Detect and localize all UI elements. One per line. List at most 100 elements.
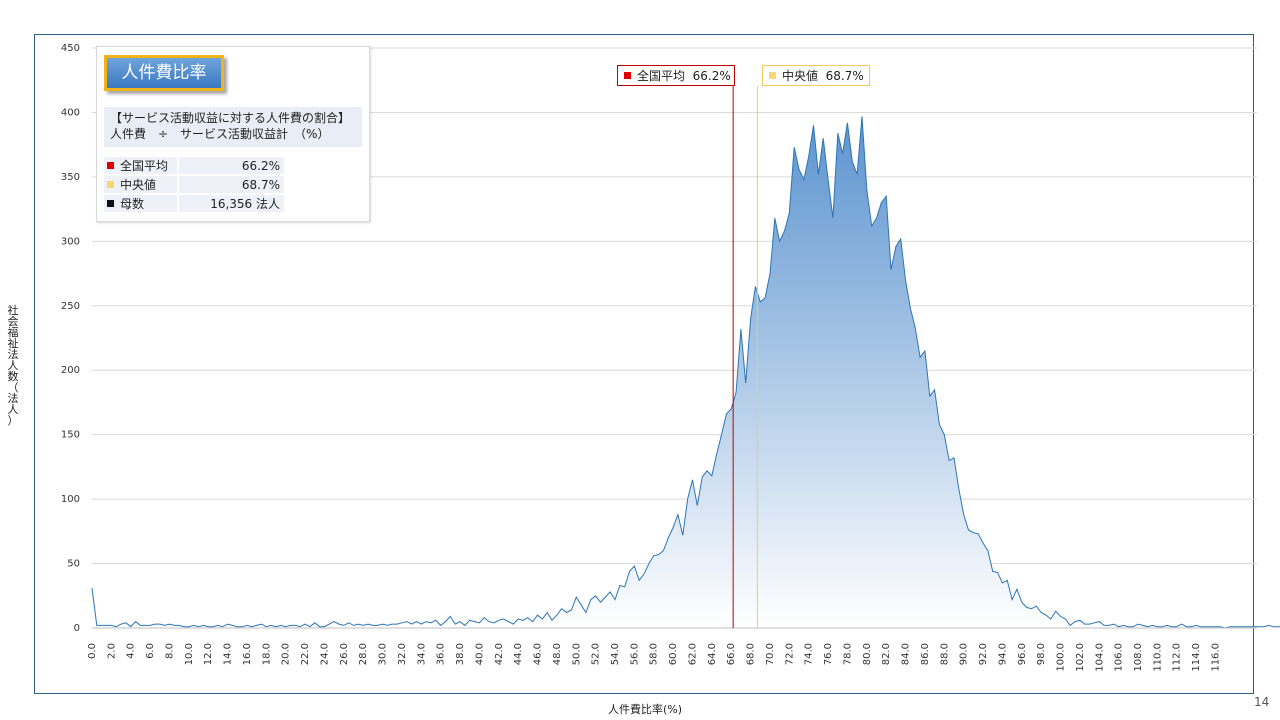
x-axis-title: 人件費比率(%) xyxy=(607,703,683,716)
x-tick-label: 106.0 xyxy=(1114,643,1125,672)
x-tick-label: 12.0 xyxy=(203,643,214,665)
x-tick-label: 80.0 xyxy=(862,643,873,665)
x-tick-label: 76.0 xyxy=(823,643,834,665)
x-tick-label: 38.0 xyxy=(455,643,466,665)
x-tick-label: 26.0 xyxy=(339,643,350,665)
x-tick-label: 84.0 xyxy=(901,643,912,665)
x-tick-label: 4.0 xyxy=(126,643,137,659)
formula-line-2: 人件費 ÷ サービス活動収益計 （%） xyxy=(110,127,330,141)
x-tick-label: 112.0 xyxy=(1172,643,1183,672)
x-tick-label: 66.0 xyxy=(726,643,737,665)
info-box: 人件費比率 【サービス活動収益に対する人件費の割合】 人件費 ÷ サービス活動収… xyxy=(96,46,370,222)
y-tick-label: 350 xyxy=(61,172,80,183)
x-tick-label: 64.0 xyxy=(707,643,718,665)
x-tick-label: 60.0 xyxy=(668,643,679,665)
x-tick-label: 94.0 xyxy=(997,643,1008,665)
formula-line-1: 【サービス活動収益に対する人件費の割合】 xyxy=(110,111,351,125)
x-tick-label: 102.0 xyxy=(1075,643,1086,672)
x-tick-label: 110.0 xyxy=(1152,643,1163,672)
x-tick-label: 34.0 xyxy=(416,643,427,665)
stat-row-median: 中央値 68.7% xyxy=(104,176,284,194)
stat-value-count: 16,356 法人 xyxy=(179,195,284,212)
x-tick-label: 16.0 xyxy=(242,643,253,665)
x-tick-label: 50.0 xyxy=(571,643,582,665)
x-tick-label: 92.0 xyxy=(978,643,989,665)
x-tick-label: 96.0 xyxy=(1017,643,1028,665)
x-tick-label: 90.0 xyxy=(959,643,970,665)
y-tick-label: 150 xyxy=(61,430,80,441)
y-tick-label: 200 xyxy=(61,365,80,376)
y-tick-label: 450 xyxy=(61,43,80,54)
stat-value-median: 68.7% xyxy=(179,176,284,193)
x-tick-label: 48.0 xyxy=(552,643,563,665)
x-tick-label: 88.0 xyxy=(939,643,950,665)
x-tick-label: 30.0 xyxy=(378,643,389,665)
x-tick-label: 8.0 xyxy=(165,643,176,659)
median-marker-label: 中央値 68.7% xyxy=(762,65,870,86)
stat-value-mean: 66.2% xyxy=(179,157,284,174)
x-tick-label: 58.0 xyxy=(649,643,660,665)
mean-marker-square-icon xyxy=(624,72,631,79)
page-number: 14 xyxy=(1254,695,1270,709)
y-tick-label: 100 xyxy=(61,494,80,505)
x-tick-label: 32.0 xyxy=(397,643,408,665)
count-square-icon xyxy=(107,200,114,207)
x-tick-label: 86.0 xyxy=(920,643,931,665)
title-badge: 人件費比率 xyxy=(104,55,224,91)
y-tick-label: 400 xyxy=(61,107,80,118)
x-tick-label: 62.0 xyxy=(688,643,699,665)
stat-label-mean: 全国平均 xyxy=(120,159,169,173)
y-axis-title: 社会福祉法人数（法人） xyxy=(7,304,19,427)
formula-description: 【サービス活動収益に対する人件費の割合】 人件費 ÷ サービス活動収益計 （%） xyxy=(104,107,362,147)
x-tick-label: 42.0 xyxy=(494,643,505,665)
x-tick-label: 14.0 xyxy=(223,643,234,665)
stat-row-count: 母数 16,356 法人 xyxy=(104,195,284,213)
series-line xyxy=(91,116,1280,629)
x-tick-label: 108.0 xyxy=(1133,643,1144,672)
x-tick-label: 44.0 xyxy=(513,643,524,665)
x-tick-label: 104.0 xyxy=(1094,643,1105,672)
stat-row-mean: 全国平均 66.2% xyxy=(104,157,284,175)
x-tick-label: 72.0 xyxy=(784,643,795,665)
x-tick-label: 46.0 xyxy=(533,643,544,665)
x-tick-label: 6.0 xyxy=(145,643,156,659)
x-tick-label: 0.0 xyxy=(87,643,98,659)
series-area xyxy=(92,116,1280,628)
mean-marker-value: 66.2% xyxy=(692,69,731,83)
x-tick-label: 18.0 xyxy=(261,643,272,665)
x-tick-label: 40.0 xyxy=(474,643,485,665)
x-tick-label: 24.0 xyxy=(319,643,330,665)
x-tick-label: 36.0 xyxy=(436,643,447,665)
stat-label-median: 中央値 xyxy=(120,178,157,192)
x-tick-label: 10.0 xyxy=(184,643,195,665)
x-tick-label: 100.0 xyxy=(1056,643,1067,672)
mean-square-icon xyxy=(107,162,114,169)
chart-frame xyxy=(34,34,1254,694)
y-tick-label: 250 xyxy=(61,301,80,312)
x-tick-label: 114.0 xyxy=(1191,643,1202,672)
median-marker-value: 68.7% xyxy=(825,69,864,83)
x-tick-label: 70.0 xyxy=(765,643,776,665)
y-tick-label: 0 xyxy=(74,623,80,634)
y-tick-label: 300 xyxy=(61,236,80,247)
x-tick-label: 20.0 xyxy=(281,643,292,665)
x-tick-label: 78.0 xyxy=(842,643,853,665)
mean-marker-label: 全国平均 66.2% xyxy=(617,65,735,86)
x-tick-label: 116.0 xyxy=(1211,643,1222,672)
median-marker-square-icon xyxy=(769,72,776,79)
mean-marker-name: 全国平均 xyxy=(637,69,686,83)
median-marker-name: 中央値 xyxy=(782,69,819,83)
x-tick-label: 54.0 xyxy=(610,643,621,665)
y-tick-label: 50 xyxy=(67,559,80,570)
x-tick-label: 98.0 xyxy=(1036,643,1047,665)
x-tick-label: 68.0 xyxy=(746,643,757,665)
x-tick-label: 28.0 xyxy=(358,643,369,665)
x-tick-label: 56.0 xyxy=(629,643,640,665)
stat-label-count: 母数 xyxy=(120,197,145,211)
x-tick-label: 52.0 xyxy=(591,643,602,665)
median-square-icon xyxy=(107,181,114,188)
x-tick-label: 2.0 xyxy=(106,643,117,659)
x-tick-label: 22.0 xyxy=(300,643,311,665)
x-tick-label: 74.0 xyxy=(804,643,815,665)
x-tick-label: 82.0 xyxy=(881,643,892,665)
